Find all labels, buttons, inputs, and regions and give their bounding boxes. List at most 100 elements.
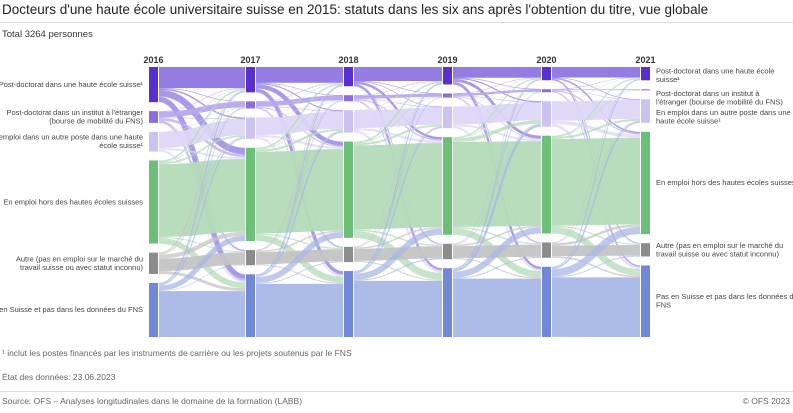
sankey-node <box>149 282 158 337</box>
sankey-node <box>344 271 353 337</box>
sankey-node <box>344 141 353 238</box>
sankey-link <box>158 231 246 259</box>
sankey-link <box>255 95 344 107</box>
sankey-link <box>158 89 246 155</box>
sankey-node <box>443 137 452 235</box>
left-label: Autre (pas en emploi sur le marché du tra… <box>16 254 144 272</box>
sankey-node <box>542 135 551 234</box>
sankey-node <box>149 131 158 152</box>
sankey-link <box>551 77 641 90</box>
column-label-2021: 2021 <box>635 55 655 65</box>
sankey-node <box>246 147 255 242</box>
sankey-link <box>255 131 344 278</box>
sankey-link <box>551 120 641 244</box>
left-label: Pas en Suisse et pas dans les données du… <box>0 305 143 314</box>
label-line: FNS <box>656 301 671 310</box>
sankey-link <box>158 159 246 237</box>
sankey-link <box>255 264 344 284</box>
sankey-link <box>353 96 443 112</box>
sankey-link <box>452 77 542 94</box>
sankey-link <box>158 119 246 149</box>
sankey-link <box>353 228 443 280</box>
sankey-link <box>255 84 344 251</box>
sankey-link <box>353 126 443 274</box>
label-line: l'étranger (bourse de mobilité du FNS) <box>656 97 783 106</box>
label-line: Post-doctorat dans une haute école <box>656 67 774 76</box>
sankey-link <box>452 79 542 270</box>
sankey-link <box>255 230 344 253</box>
sankey-link <box>551 77 641 137</box>
source: Source: OFS – Analyses longitudinales da… <box>2 396 303 406</box>
sankey-node <box>443 67 452 85</box>
sankey-link <box>158 91 246 284</box>
sankey-link <box>158 90 246 254</box>
label-line: En emploi dans un autre poste dans une h… <box>0 133 143 142</box>
footnote: ¹ inclut les postes financés par les ins… <box>2 348 352 358</box>
sankey-node <box>641 67 650 81</box>
sankey-link <box>353 81 443 111</box>
sankey-link <box>255 100 344 276</box>
left-label: En emploi dans un autre poste dans une h… <box>0 133 143 151</box>
sankey-link <box>255 128 344 152</box>
sankey-link <box>255 100 344 150</box>
sankey-link <box>158 137 246 286</box>
sankey-link <box>158 88 246 163</box>
left-label: Post-doctorat dans une haute école suiss… <box>0 80 143 89</box>
label-line: En emploi hors des hautes écoles suisses <box>3 197 143 206</box>
sankey-link <box>353 227 443 249</box>
label-line: travail suisse ou avec statut inconnu) <box>656 249 779 258</box>
sankey-link <box>551 89 641 101</box>
sankey-link <box>353 98 443 108</box>
sankey-link <box>255 261 344 284</box>
sankey-link <box>551 121 641 270</box>
label-line: travail suisse ou avec statut inconnu) <box>20 263 143 272</box>
sankey-link <box>551 79 641 243</box>
sankey-link <box>551 224 641 246</box>
sankey-link <box>255 82 344 102</box>
sankey-link <box>551 255 641 278</box>
sankey-node <box>149 252 158 274</box>
sankey-node <box>641 265 650 337</box>
sankey-link <box>452 124 542 272</box>
sankey-node <box>149 111 158 123</box>
sankey-link <box>452 227 542 278</box>
label-line: haute école suisse¹ <box>656 116 721 125</box>
column-label-2020: 2020 <box>536 55 556 65</box>
sankey-link <box>158 135 246 165</box>
sankey-link <box>452 79 542 245</box>
label-line: Pas en Suisse et pas dans les données du… <box>0 305 143 314</box>
sankey-node <box>246 117 255 139</box>
chart-title: Docteurs d'une haute école universitaire… <box>2 2 709 17</box>
sankey-node <box>149 160 158 244</box>
sankey-link <box>551 99 641 121</box>
sankey-node <box>641 131 650 235</box>
sankey-link <box>353 80 443 94</box>
sankey-node <box>641 89 650 91</box>
sankey-link <box>158 87 246 102</box>
sankey-link <box>353 107 443 129</box>
sankey-link <box>158 117 246 120</box>
sankey-link <box>255 130 344 251</box>
sankey-link <box>452 258 542 279</box>
sankey-link <box>255 111 344 136</box>
left-label: Post-doctorat dans un institut à l'étran… <box>6 108 143 126</box>
sankey-node <box>641 99 650 123</box>
sankey-node <box>246 274 255 337</box>
sankey-link <box>551 226 641 277</box>
right-label: Autre (pas en emploi sur le marché du tra… <box>656 241 783 258</box>
sankey-link <box>452 77 542 103</box>
sankey-link <box>452 256 542 279</box>
sankey-link <box>452 91 542 139</box>
chart-subtitle: Total 3264 personnes <box>2 29 93 40</box>
sankey-link <box>158 88 246 119</box>
sankey-node <box>246 250 255 266</box>
sankey-link <box>452 225 542 246</box>
sankey-node <box>641 243 650 257</box>
left-label: En emploi hors des hautes écoles suisses <box>3 197 143 206</box>
right-label: Post-doctorat dans une haute école suisse… <box>656 67 774 85</box>
sankey-node <box>246 67 255 93</box>
sankey-link <box>452 120 542 143</box>
sankey-node <box>344 110 353 133</box>
